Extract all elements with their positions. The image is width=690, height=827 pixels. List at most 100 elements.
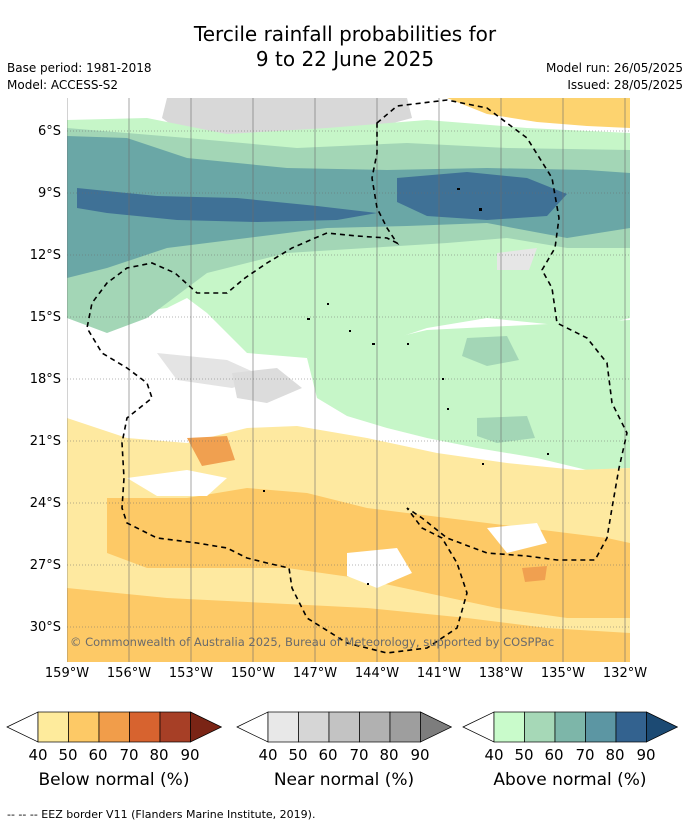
legend-high-arrow bbox=[420, 711, 452, 743]
legend-tick: 80 bbox=[379, 746, 399, 764]
graticule bbox=[67, 130, 630, 628]
legend-low-arrow bbox=[6, 711, 39, 743]
legend-tick: 80 bbox=[149, 746, 169, 764]
lon-label-132w: 132°W bbox=[602, 666, 648, 681]
legend-bar-below bbox=[6, 711, 222, 743]
map-canvas: © Commonwealth of Australia 2025, Bureau… bbox=[67, 98, 630, 662]
lat-label-27s: 27°S bbox=[29, 558, 61, 573]
neutral-gap-3 bbox=[487, 523, 547, 553]
legend-low-arrow bbox=[236, 711, 269, 743]
legend-below-normal: 40 50 60 70 80 90 Below normal (%) bbox=[6, 710, 222, 790]
legend-swatch bbox=[493, 711, 525, 743]
eez-borders bbox=[86, 99, 628, 654]
legend-tick: 90 bbox=[410, 746, 430, 764]
legend-swatch bbox=[298, 711, 330, 743]
legend-near-normal: 40 50 60 70 80 90 Near normal (%) bbox=[236, 710, 452, 790]
lon-label-159w: 159°W bbox=[44, 666, 90, 681]
map-title: Tercile rainfall probabilities for 9 to … bbox=[0, 22, 690, 72]
near-normal-patch-central bbox=[232, 368, 302, 403]
legend-tick: 40 bbox=[258, 746, 278, 764]
legend-ticks-below: 40 50 60 70 80 90 bbox=[6, 744, 222, 764]
legend-tick: 50 bbox=[514, 746, 534, 764]
legend-tick: 50 bbox=[288, 746, 308, 764]
title-line-2: 9 to 22 June 2025 bbox=[255, 47, 435, 71]
lat-label-12s: 12°S bbox=[29, 248, 61, 263]
legend-tick: 70 bbox=[575, 746, 595, 764]
lon-label-153w: 153°W bbox=[168, 666, 214, 681]
legend-high-arrow bbox=[646, 711, 678, 743]
neutral-gap-1 bbox=[127, 470, 227, 496]
metadata-right: Model run: 26/05/2025 Issued: 28/05/2025 bbox=[546, 60, 683, 94]
legend-title-near: Near normal (%) bbox=[273, 770, 415, 790]
lat-label-15s: 15°S bbox=[29, 310, 61, 325]
lon-label-135w: 135°W bbox=[540, 666, 586, 681]
above-normal-southeast-mid-2 bbox=[477, 416, 535, 443]
near-normal-patch-east bbox=[497, 248, 537, 270]
below-normal-northeast bbox=[447, 98, 630, 128]
above-normal-southeast-mid bbox=[462, 336, 519, 366]
lon-label-147w: 147°W bbox=[292, 666, 338, 681]
legend-tick: 40 bbox=[484, 746, 504, 764]
lon-label-144w: 144°W bbox=[354, 666, 400, 681]
legend-ticks-near: 40 50 60 70 80 90 bbox=[236, 744, 452, 764]
meridians bbox=[67, 98, 626, 662]
lon-label-150w: 150°W bbox=[230, 666, 276, 681]
legend-tick: 60 bbox=[318, 746, 338, 764]
islands bbox=[263, 188, 549, 585]
legend-low-arrow bbox=[462, 711, 495, 743]
lat-label-21s: 21°S bbox=[29, 434, 61, 449]
lat-label-24s: 24°S bbox=[29, 496, 61, 511]
legend-tick: 90 bbox=[180, 746, 200, 764]
model-run: Model run: 26/05/2025 bbox=[545, 61, 683, 75]
legend-title-below: Below normal (%) bbox=[38, 770, 190, 790]
legend-high-arrow bbox=[190, 711, 222, 743]
legend-ticks-above: 40 50 60 70 80 90 bbox=[462, 744, 678, 764]
issued-date: Issued: 28/05/2025 bbox=[567, 78, 683, 92]
legend-swatch bbox=[129, 711, 161, 743]
above-normal-band-dark bbox=[67, 136, 630, 278]
lat-label-9s: 9°S bbox=[37, 186, 61, 201]
legend-tick: 40 bbox=[28, 746, 48, 764]
eez-border-note: -- -- -- EEZ border V11 (Flanders Marine… bbox=[7, 808, 316, 821]
legend-tick: 90 bbox=[636, 746, 656, 764]
lon-label-156w: 156°W bbox=[106, 666, 152, 681]
legend-tick: 80 bbox=[605, 746, 625, 764]
above-normal-core-east bbox=[397, 172, 567, 220]
copyright-text: © Commonwealth of Australia 2025, Bureau… bbox=[70, 635, 554, 649]
metadata-left: Base period: 1981-2018 Model: ACCESS-S2 bbox=[7, 60, 152, 94]
model-name: Model: ACCESS-S2 bbox=[7, 78, 119, 92]
lon-label-138w: 138°W bbox=[478, 666, 524, 681]
lon-label-141w: 141°W bbox=[416, 666, 462, 681]
legend-tick: 60 bbox=[88, 746, 108, 764]
probability-map: © Commonwealth of Australia 2025, Bureau… bbox=[67, 98, 630, 662]
legend-swatch bbox=[328, 711, 360, 743]
legend-swatch bbox=[267, 711, 299, 743]
lat-label-30s: 30°S bbox=[29, 620, 61, 635]
lat-label-18s: 18°S bbox=[29, 372, 61, 387]
legend-swatch bbox=[554, 711, 586, 743]
legend-title-above: Above normal (%) bbox=[493, 770, 647, 790]
legend-above-normal: 40 50 60 70 80 90 Above normal (%) bbox=[462, 710, 678, 790]
legend-swatch bbox=[159, 711, 191, 743]
legend-swatch bbox=[98, 711, 130, 743]
legend-swatch bbox=[524, 711, 556, 743]
legend-bar-near bbox=[236, 711, 452, 743]
neutral-gap-2 bbox=[347, 548, 412, 588]
above-normal-southeast bbox=[307, 320, 630, 470]
legend-swatch bbox=[389, 711, 421, 743]
legend-swatch bbox=[68, 711, 100, 743]
base-period: Base period: 1981-2018 bbox=[7, 61, 152, 75]
below-normal-south-bottom bbox=[67, 588, 630, 662]
legend-tick: 70 bbox=[119, 746, 139, 764]
legend-swatch bbox=[585, 711, 617, 743]
legend-swatch bbox=[615, 711, 647, 743]
legend-bar-above bbox=[462, 711, 678, 743]
below-normal-patch-orange bbox=[187, 436, 235, 466]
legend-tick: 50 bbox=[58, 746, 78, 764]
above-normal-core bbox=[77, 188, 377, 222]
legend-tick: 60 bbox=[544, 746, 564, 764]
below-normal-patch-orange-2 bbox=[522, 566, 547, 582]
legend-tick: 70 bbox=[349, 746, 369, 764]
lat-label-6s: 6°S bbox=[37, 124, 61, 139]
legend-swatch bbox=[37, 711, 69, 743]
